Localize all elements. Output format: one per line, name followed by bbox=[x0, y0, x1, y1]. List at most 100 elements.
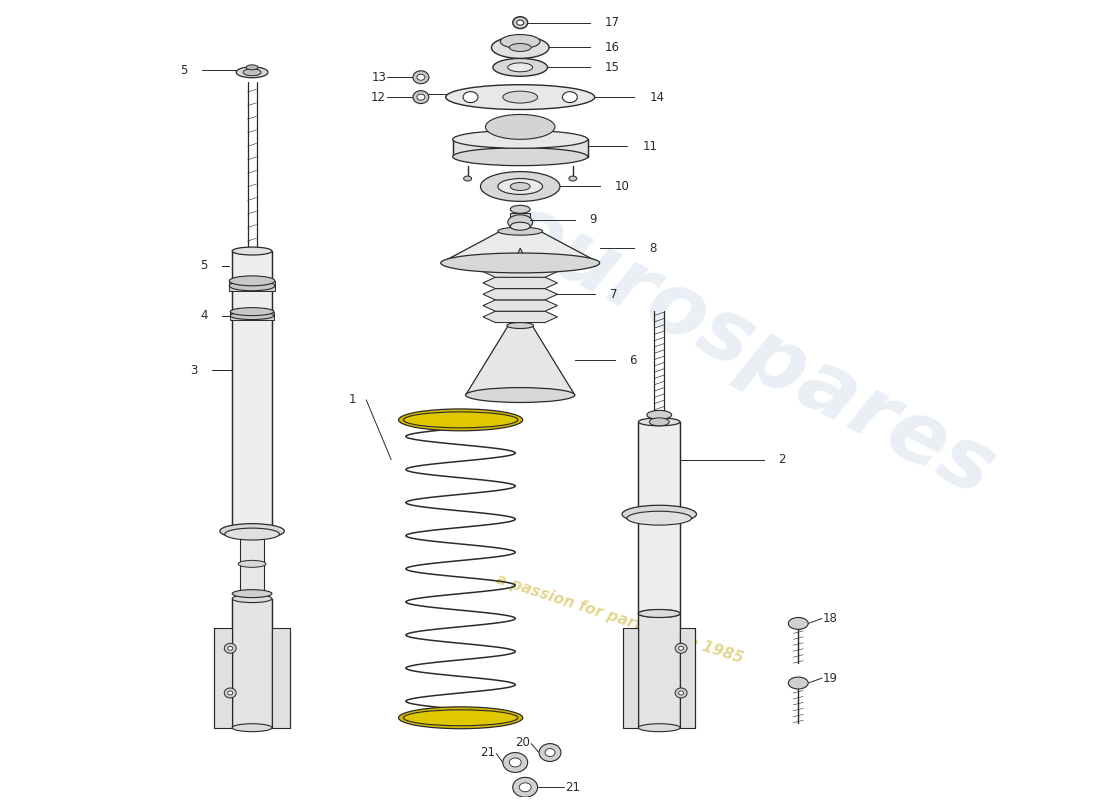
Bar bbox=[232, 598, 272, 728]
Text: 20: 20 bbox=[515, 736, 530, 749]
Polygon shape bbox=[465, 326, 575, 395]
Ellipse shape bbox=[544, 749, 556, 757]
Ellipse shape bbox=[675, 688, 688, 698]
Text: 11: 11 bbox=[642, 140, 658, 153]
Text: 14: 14 bbox=[649, 90, 664, 104]
Bar bbox=[624, 629, 638, 728]
Ellipse shape bbox=[510, 182, 530, 190]
Text: 13: 13 bbox=[372, 70, 386, 84]
Bar bbox=[272, 629, 289, 728]
Ellipse shape bbox=[647, 410, 672, 419]
Ellipse shape bbox=[503, 753, 528, 772]
Ellipse shape bbox=[675, 643, 688, 654]
Ellipse shape bbox=[417, 74, 425, 80]
Polygon shape bbox=[441, 231, 600, 263]
Ellipse shape bbox=[638, 610, 680, 618]
Ellipse shape bbox=[508, 214, 532, 230]
Text: 21: 21 bbox=[481, 746, 495, 759]
Ellipse shape bbox=[220, 524, 285, 538]
Ellipse shape bbox=[232, 724, 272, 732]
Ellipse shape bbox=[507, 322, 534, 329]
Ellipse shape bbox=[638, 724, 680, 732]
Ellipse shape bbox=[519, 783, 531, 792]
Ellipse shape bbox=[638, 418, 680, 426]
Text: 16: 16 bbox=[605, 41, 619, 54]
Ellipse shape bbox=[239, 560, 266, 567]
Ellipse shape bbox=[453, 130, 587, 148]
Ellipse shape bbox=[498, 227, 542, 235]
Text: 19: 19 bbox=[823, 671, 838, 685]
Ellipse shape bbox=[398, 707, 522, 729]
Ellipse shape bbox=[493, 58, 548, 76]
Ellipse shape bbox=[412, 90, 429, 103]
Text: 10: 10 bbox=[615, 180, 629, 193]
Ellipse shape bbox=[485, 114, 556, 139]
Text: 17: 17 bbox=[605, 16, 619, 29]
Text: 18: 18 bbox=[823, 612, 838, 625]
Ellipse shape bbox=[562, 92, 578, 102]
Ellipse shape bbox=[569, 176, 576, 181]
Ellipse shape bbox=[503, 91, 538, 103]
Ellipse shape bbox=[621, 506, 696, 523]
Ellipse shape bbox=[510, 222, 530, 230]
Ellipse shape bbox=[228, 691, 233, 695]
Ellipse shape bbox=[446, 85, 595, 110]
Polygon shape bbox=[483, 300, 558, 311]
Bar bbox=[232, 251, 272, 529]
Polygon shape bbox=[483, 311, 558, 322]
Ellipse shape bbox=[229, 276, 275, 286]
Ellipse shape bbox=[679, 646, 683, 650]
Ellipse shape bbox=[230, 308, 274, 315]
Ellipse shape bbox=[398, 409, 522, 430]
Ellipse shape bbox=[539, 743, 561, 762]
Text: 21: 21 bbox=[565, 781, 580, 794]
Text: 5: 5 bbox=[180, 64, 187, 77]
Ellipse shape bbox=[789, 677, 808, 689]
Polygon shape bbox=[483, 266, 558, 278]
Ellipse shape bbox=[517, 20, 524, 25]
Text: 5: 5 bbox=[200, 259, 208, 273]
Ellipse shape bbox=[417, 94, 425, 100]
Ellipse shape bbox=[246, 65, 258, 70]
Bar bbox=[453, 139, 587, 157]
Text: 9: 9 bbox=[590, 214, 597, 226]
Bar bbox=[230, 312, 274, 319]
Ellipse shape bbox=[463, 92, 478, 102]
Ellipse shape bbox=[508, 63, 532, 72]
Ellipse shape bbox=[509, 43, 531, 51]
Polygon shape bbox=[513, 248, 528, 266]
Text: 15: 15 bbox=[605, 61, 619, 74]
Ellipse shape bbox=[229, 281, 275, 290]
Text: 3: 3 bbox=[190, 364, 198, 377]
Ellipse shape bbox=[789, 618, 808, 630]
Polygon shape bbox=[483, 278, 558, 289]
Text: 2: 2 bbox=[779, 453, 785, 466]
Bar bbox=[240, 529, 264, 598]
Ellipse shape bbox=[679, 691, 683, 695]
Ellipse shape bbox=[404, 412, 518, 428]
Ellipse shape bbox=[513, 17, 528, 29]
Ellipse shape bbox=[441, 253, 600, 273]
Text: 7: 7 bbox=[609, 288, 617, 301]
Ellipse shape bbox=[228, 646, 233, 650]
Text: 6: 6 bbox=[629, 354, 637, 366]
Ellipse shape bbox=[404, 710, 518, 726]
Text: 1: 1 bbox=[349, 394, 356, 406]
Ellipse shape bbox=[230, 312, 274, 319]
Ellipse shape bbox=[232, 525, 272, 533]
Ellipse shape bbox=[453, 148, 587, 166]
Ellipse shape bbox=[412, 71, 429, 84]
Ellipse shape bbox=[232, 247, 272, 255]
Ellipse shape bbox=[224, 643, 236, 654]
Bar bbox=[680, 629, 695, 728]
Bar bbox=[638, 422, 680, 614]
Text: 12: 12 bbox=[371, 90, 386, 104]
Ellipse shape bbox=[463, 176, 472, 181]
Ellipse shape bbox=[243, 69, 261, 76]
Bar bbox=[229, 281, 275, 290]
Ellipse shape bbox=[232, 594, 272, 602]
Ellipse shape bbox=[224, 528, 279, 540]
Ellipse shape bbox=[509, 758, 521, 767]
Ellipse shape bbox=[465, 387, 575, 402]
Ellipse shape bbox=[492, 37, 549, 58]
